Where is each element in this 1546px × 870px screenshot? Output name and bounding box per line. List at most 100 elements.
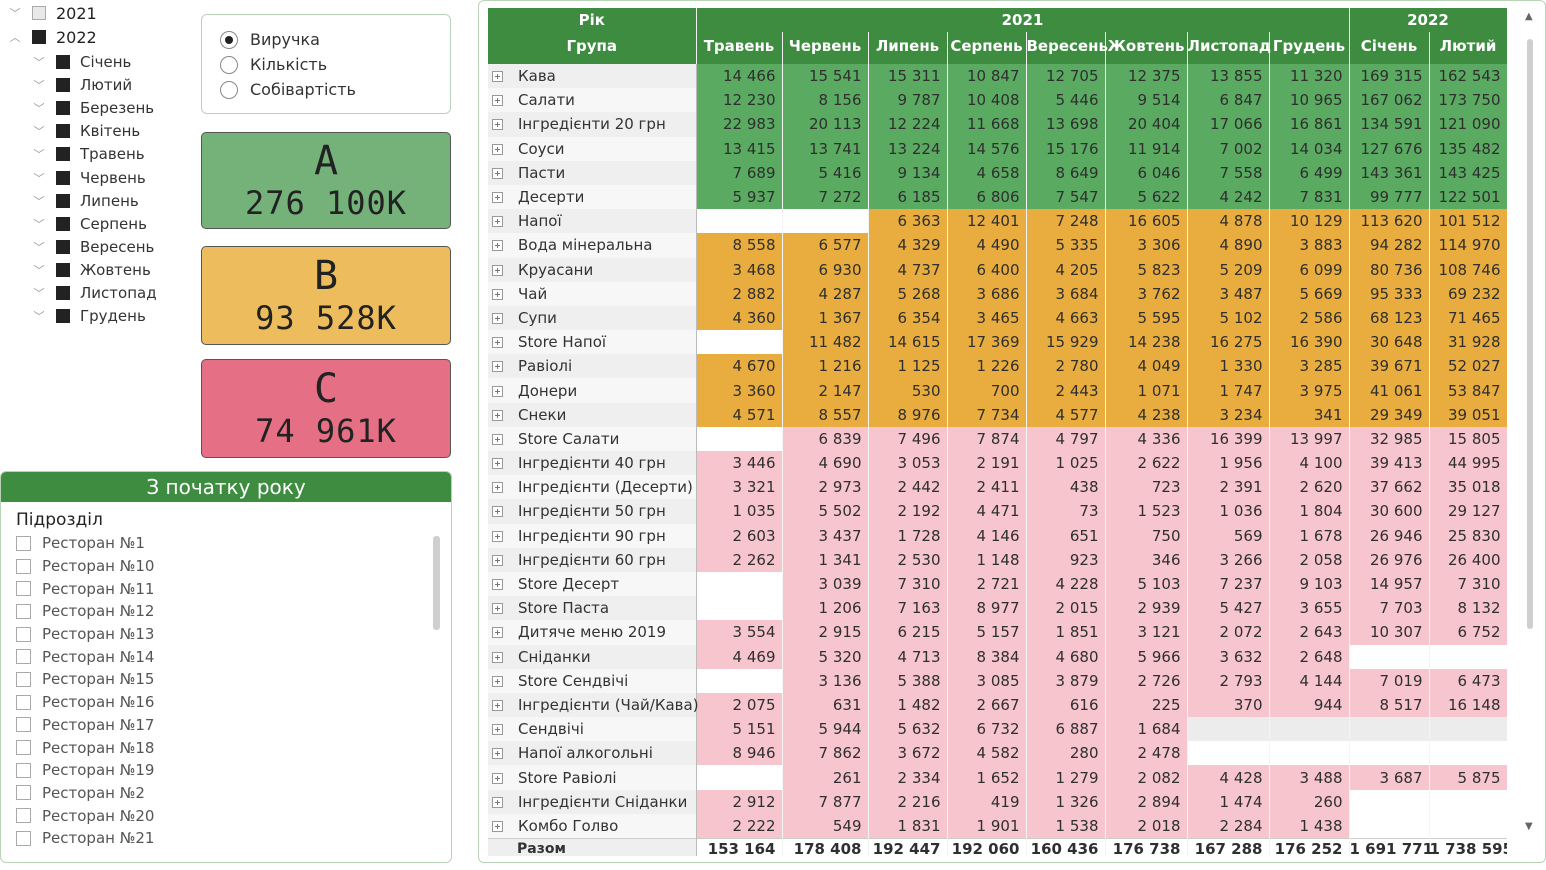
- chevron-down-icon[interactable]: ﹀: [33, 125, 45, 139]
- header-month[interactable]: Листопад: [1187, 32, 1271, 64]
- expand-plus-icon[interactable]: [492, 119, 503, 131]
- month-item-6[interactable]: ﹀ Липень: [6, 190, 139, 212]
- header-group-label[interactable]: Група: [488, 32, 697, 64]
- restaurant-checkbox[interactable]: [16, 717, 31, 733]
- restaurant-item[interactable]: Ресторан №21: [1, 827, 451, 850]
- expand-plus-icon[interactable]: [492, 699, 503, 711]
- year-checkbox[interactable]: [32, 6, 46, 20]
- restaurant-checkbox[interactable]: [16, 785, 31, 801]
- month-checkbox[interactable]: [56, 193, 70, 208]
- chevron-down-icon[interactable]: ﹀: [33, 102, 45, 116]
- restaurant-checkbox[interactable]: [16, 830, 31, 846]
- month-item-9[interactable]: ﹀ Жовтень: [6, 259, 151, 281]
- restaurant-checkbox[interactable]: [16, 762, 31, 778]
- restaurant-checkbox[interactable]: [16, 694, 31, 710]
- expand-plus-icon[interactable]: [492, 651, 503, 663]
- month-checkbox[interactable]: [56, 101, 70, 116]
- chevron-down-icon[interactable]: ﹀: [33, 287, 45, 300]
- restaurant-item[interactable]: Ресторан №11: [1, 577, 451, 600]
- restaurant-checkbox[interactable]: [16, 626, 31, 642]
- chevron-down-icon[interactable]: ﹀: [33, 171, 45, 185]
- radio-button[interactable]: [220, 55, 238, 74]
- month-item-5[interactable]: ﹀ Червень: [6, 167, 146, 189]
- header-month[interactable]: Травень: [696, 32, 783, 64]
- restaurant-checkbox[interactable]: [16, 671, 31, 687]
- expand-plus-icon[interactable]: [492, 530, 503, 542]
- expand-plus-icon[interactable]: [492, 192, 503, 204]
- month-checkbox[interactable]: [56, 78, 70, 93]
- chevron-down-icon[interactable]: ﹀: [33, 310, 45, 324]
- restaurant-item[interactable]: Ресторан №17: [1, 714, 451, 737]
- expand-plus-icon[interactable]: [492, 724, 503, 736]
- restaurant-item[interactable]: Ресторан №10: [1, 555, 451, 578]
- chevron-down-icon[interactable]: ﹀: [33, 148, 45, 162]
- measure-option-2[interactable]: Собівартість: [220, 77, 450, 102]
- chevron-down-icon[interactable]: ﹀: [33, 217, 45, 231]
- expand-plus-icon[interactable]: [492, 264, 503, 276]
- month-checkbox[interactable]: [56, 170, 70, 185]
- restaurant-item[interactable]: Ресторан №18: [1, 736, 451, 759]
- header-month[interactable]: Лютий: [1429, 32, 1507, 64]
- header-month[interactable]: Січень: [1349, 32, 1430, 64]
- expand-plus-icon[interactable]: [492, 554, 503, 566]
- month-item-2[interactable]: ﹀ Березень: [6, 97, 155, 119]
- month-item-8[interactable]: ﹀ Вересень: [6, 236, 155, 258]
- expand-plus-icon[interactable]: [492, 95, 503, 107]
- expand-plus-icon[interactable]: [492, 361, 503, 373]
- expand-plus-icon[interactable]: [492, 820, 503, 832]
- restaurant-item[interactable]: Ресторан №20: [1, 804, 451, 827]
- expand-plus-icon[interactable]: [492, 579, 503, 591]
- radio-button[interactable]: [220, 30, 238, 49]
- restaurant-item[interactable]: Ресторан №14: [1, 645, 451, 668]
- header-month[interactable]: Червень: [782, 32, 869, 64]
- month-checkbox[interactable]: [56, 147, 70, 162]
- expand-plus-icon[interactable]: [492, 772, 503, 784]
- expand-plus-icon[interactable]: [492, 216, 503, 228]
- restaurant-list-scrollbar[interactable]: [433, 536, 440, 630]
- restaurant-item[interactable]: Ресторан №13: [1, 623, 451, 646]
- month-checkbox[interactable]: [56, 55, 70, 69]
- chevron-down-icon[interactable]: ﹀: [33, 79, 45, 93]
- month-item-10[interactable]: ﹀ Листопад: [6, 282, 157, 304]
- month-checkbox[interactable]: [56, 262, 70, 277]
- year-item-1[interactable]: ︿ 2022: [6, 26, 97, 48]
- expand-plus-icon[interactable]: [492, 603, 503, 615]
- chevron-down-icon[interactable]: ﹀: [33, 56, 45, 69]
- expand-plus-icon[interactable]: [492, 385, 503, 397]
- month-checkbox[interactable]: [56, 286, 70, 300]
- expand-plus-icon[interactable]: [492, 312, 503, 324]
- restaurant-checkbox[interactable]: [16, 740, 31, 756]
- expand-plus-icon[interactable]: [492, 288, 503, 300]
- expand-plus-icon[interactable]: [492, 337, 503, 349]
- restaurant-item[interactable]: Ресторан №12: [1, 600, 451, 623]
- month-checkbox[interactable]: [56, 239, 70, 254]
- header-month[interactable]: Жовтень: [1105, 32, 1188, 64]
- header-month[interactable]: Грудень: [1269, 32, 1350, 64]
- chevron-down-icon[interactable]: ﹀: [9, 7, 21, 20]
- restaurant-item[interactable]: Ресторан №16: [1, 691, 451, 714]
- chevron-down-icon[interactable]: ﹀: [33, 194, 45, 208]
- scroll-up-icon[interactable]: ▲: [1525, 11, 1533, 22]
- restaurant-item[interactable]: Ресторан №19: [1, 759, 451, 782]
- measure-option-1[interactable]: Кількість: [220, 52, 450, 77]
- expand-plus-icon[interactable]: [492, 748, 503, 760]
- restaurant-checkbox[interactable]: [16, 808, 31, 824]
- header-month[interactable]: Вересень: [1026, 32, 1108, 64]
- expand-plus-icon[interactable]: [492, 675, 503, 687]
- restaurant-checkbox[interactable]: [16, 649, 31, 665]
- expand-plus-icon[interactable]: [492, 796, 503, 808]
- month-item-4[interactable]: ﹀ Травень: [6, 143, 145, 165]
- matrix-scrollbar[interactable]: [1527, 39, 1533, 629]
- month-item-7[interactable]: ﹀ Серпень: [6, 213, 147, 235]
- measure-option-0[interactable]: Виручка: [220, 27, 450, 52]
- expand-plus-icon[interactable]: [492, 433, 503, 445]
- restaurant-item[interactable]: Ресторан №15: [1, 668, 451, 691]
- header-month[interactable]: Липень: [868, 32, 948, 64]
- chevron-down-icon[interactable]: ﹀: [33, 263, 45, 277]
- header-year-2021[interactable]: 2021: [696, 8, 1350, 32]
- month-item-11[interactable]: ﹀ Грудень: [6, 305, 146, 327]
- expand-plus-icon[interactable]: [492, 627, 503, 639]
- month-checkbox[interactable]: [56, 216, 70, 231]
- expand-plus-icon[interactable]: [492, 458, 503, 470]
- chevron-down-icon[interactable]: ﹀: [33, 240, 45, 254]
